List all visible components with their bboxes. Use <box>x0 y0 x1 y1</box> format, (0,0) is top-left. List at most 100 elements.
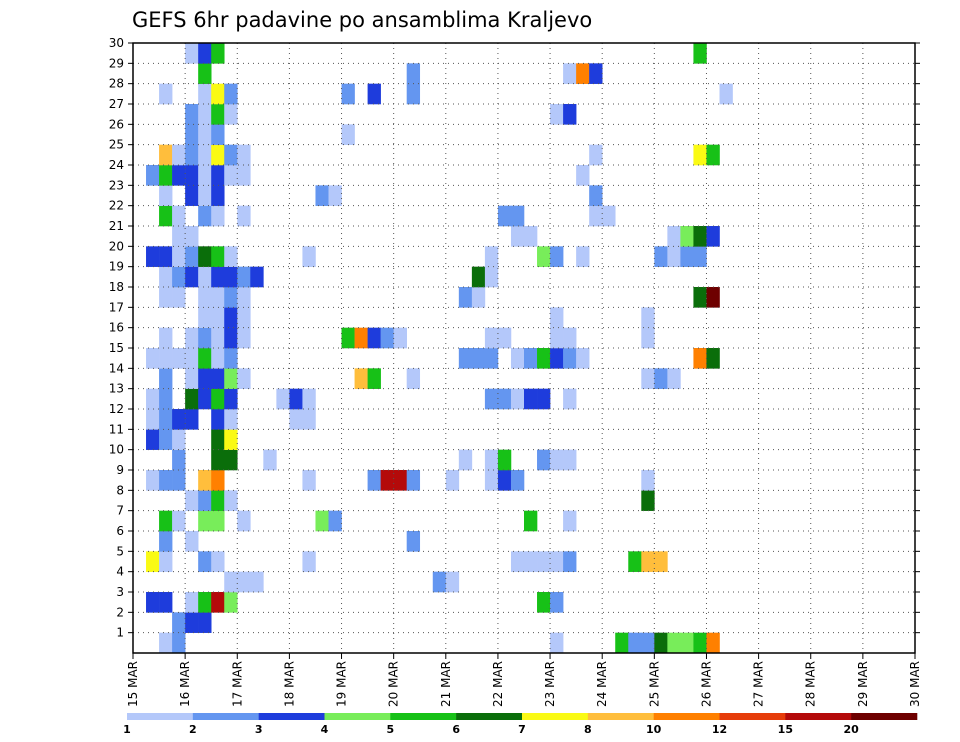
heatmap-cell <box>680 246 694 267</box>
heatmap-cell <box>198 592 212 613</box>
legend-label: 1 <box>123 723 131 736</box>
heatmap-cell <box>550 246 564 267</box>
heatmap-cell <box>563 551 577 572</box>
heatmap-cell <box>159 531 173 552</box>
heatmap-cell <box>224 83 238 105</box>
heatmap-cell <box>576 165 590 186</box>
heatmap-cell <box>185 246 199 267</box>
heatmap-cell <box>146 388 160 410</box>
heatmap-cell <box>484 470 499 491</box>
heatmap-cell <box>172 246 186 267</box>
heatmap-cell <box>211 510 225 532</box>
heatmap-cell <box>211 409 225 430</box>
heatmap-cell <box>198 348 212 369</box>
heatmap-cell <box>406 470 421 491</box>
heatmap-cell <box>354 368 368 389</box>
heatmap-cell <box>680 632 694 654</box>
legend-label: 7 <box>518 723 526 736</box>
heatmap-cell <box>211 43 225 64</box>
heatmap-cell <box>250 266 264 288</box>
heatmap-cell <box>510 470 525 491</box>
heatmap-cell <box>341 327 355 349</box>
heatmap-cell <box>198 470 212 491</box>
heatmap-cell <box>211 388 225 410</box>
y-tick-label: 22 <box>109 199 124 213</box>
heatmap-cell <box>211 449 225 471</box>
heatmap-cell <box>159 205 173 227</box>
heatmap-cell <box>211 83 225 105</box>
heatmap-cell <box>185 348 199 369</box>
heatmap-cell <box>159 327 173 349</box>
heatmap-cell <box>224 388 238 410</box>
heatmap-cell <box>224 490 238 511</box>
y-tick-label: 24 <box>109 158 124 172</box>
legend-label: 8 <box>584 723 592 736</box>
x-tick-label: 29 MAR <box>856 661 870 707</box>
heatmap-cell <box>510 551 525 572</box>
heatmap-cell <box>159 83 173 105</box>
y-tick-label: 21 <box>109 219 124 233</box>
heatmap-cell <box>237 368 251 389</box>
heatmap-cell <box>510 388 525 410</box>
legend-swatch <box>851 713 918 720</box>
heatmap-cell <box>198 368 212 389</box>
heatmap-cell <box>302 551 316 572</box>
heatmap-cell <box>172 287 186 308</box>
y-tick-label: 5 <box>116 544 124 558</box>
heatmap-cell <box>172 144 186 166</box>
heatmap-cell <box>198 205 212 227</box>
heatmap-cell <box>641 327 655 349</box>
heatmap-cell <box>458 287 473 308</box>
heatmap-cell <box>537 348 551 369</box>
legend-label: 2 <box>189 723 197 736</box>
heatmap-cell <box>589 63 603 84</box>
heatmap-cell <box>471 266 486 288</box>
heatmap-cell <box>172 409 186 430</box>
heatmap-cell <box>172 205 186 227</box>
heatmap-cell <box>628 632 642 654</box>
heatmap-cell <box>211 470 225 491</box>
heatmap-cell <box>159 592 173 613</box>
heatmap-cell <box>641 368 655 389</box>
heatmap-cell <box>198 124 212 145</box>
heatmap-cell <box>367 368 381 389</box>
heatmap-cell <box>224 165 238 186</box>
heatmap-cell <box>706 348 720 369</box>
x-tick-label: 24 MAR <box>595 661 609 707</box>
x-tick-label: 23 MAR <box>543 661 557 707</box>
heatmap-cell <box>185 185 199 206</box>
heatmap-cell <box>211 104 225 125</box>
heatmap-cell <box>289 388 303 410</box>
heatmap-cell <box>680 226 694 247</box>
heatmap-cell <box>654 368 668 389</box>
heatmap-cell <box>211 287 225 308</box>
heatmap-cell <box>211 144 225 166</box>
legend-label: 6 <box>452 723 460 736</box>
heatmap-cell <box>237 327 251 349</box>
y-tick-label: 19 <box>109 260 124 274</box>
heatmap-cell <box>693 632 707 654</box>
heatmap-cell <box>471 348 486 369</box>
heatmap-cell <box>550 307 564 328</box>
heatmap-cell <box>628 551 642 572</box>
heatmap-cell <box>693 43 707 64</box>
heatmap-cell <box>159 246 173 267</box>
heatmap-cell <box>563 388 577 410</box>
heatmap-cell <box>185 144 199 166</box>
heatmap-cell <box>185 124 199 145</box>
grid-lines <box>133 43 915 653</box>
heatmap-cell <box>172 429 186 450</box>
heatmap-cell <box>237 287 251 308</box>
heatmap-cell <box>159 144 173 166</box>
heatmap-cell <box>393 327 407 349</box>
heatmap-cell <box>185 388 199 410</box>
y-axis-ticks: 1234567891011121314151617181920212223242… <box>109 36 920 640</box>
heatmap-cell <box>211 307 225 328</box>
heatmap-cell <box>667 632 681 654</box>
heatmap-cell <box>198 490 212 511</box>
heatmap-cell <box>224 287 238 308</box>
legend-swatch <box>324 713 391 720</box>
heatmap-cell <box>563 63 577 84</box>
heatmap-cell <box>380 470 394 491</box>
heatmap-cell <box>185 226 199 247</box>
